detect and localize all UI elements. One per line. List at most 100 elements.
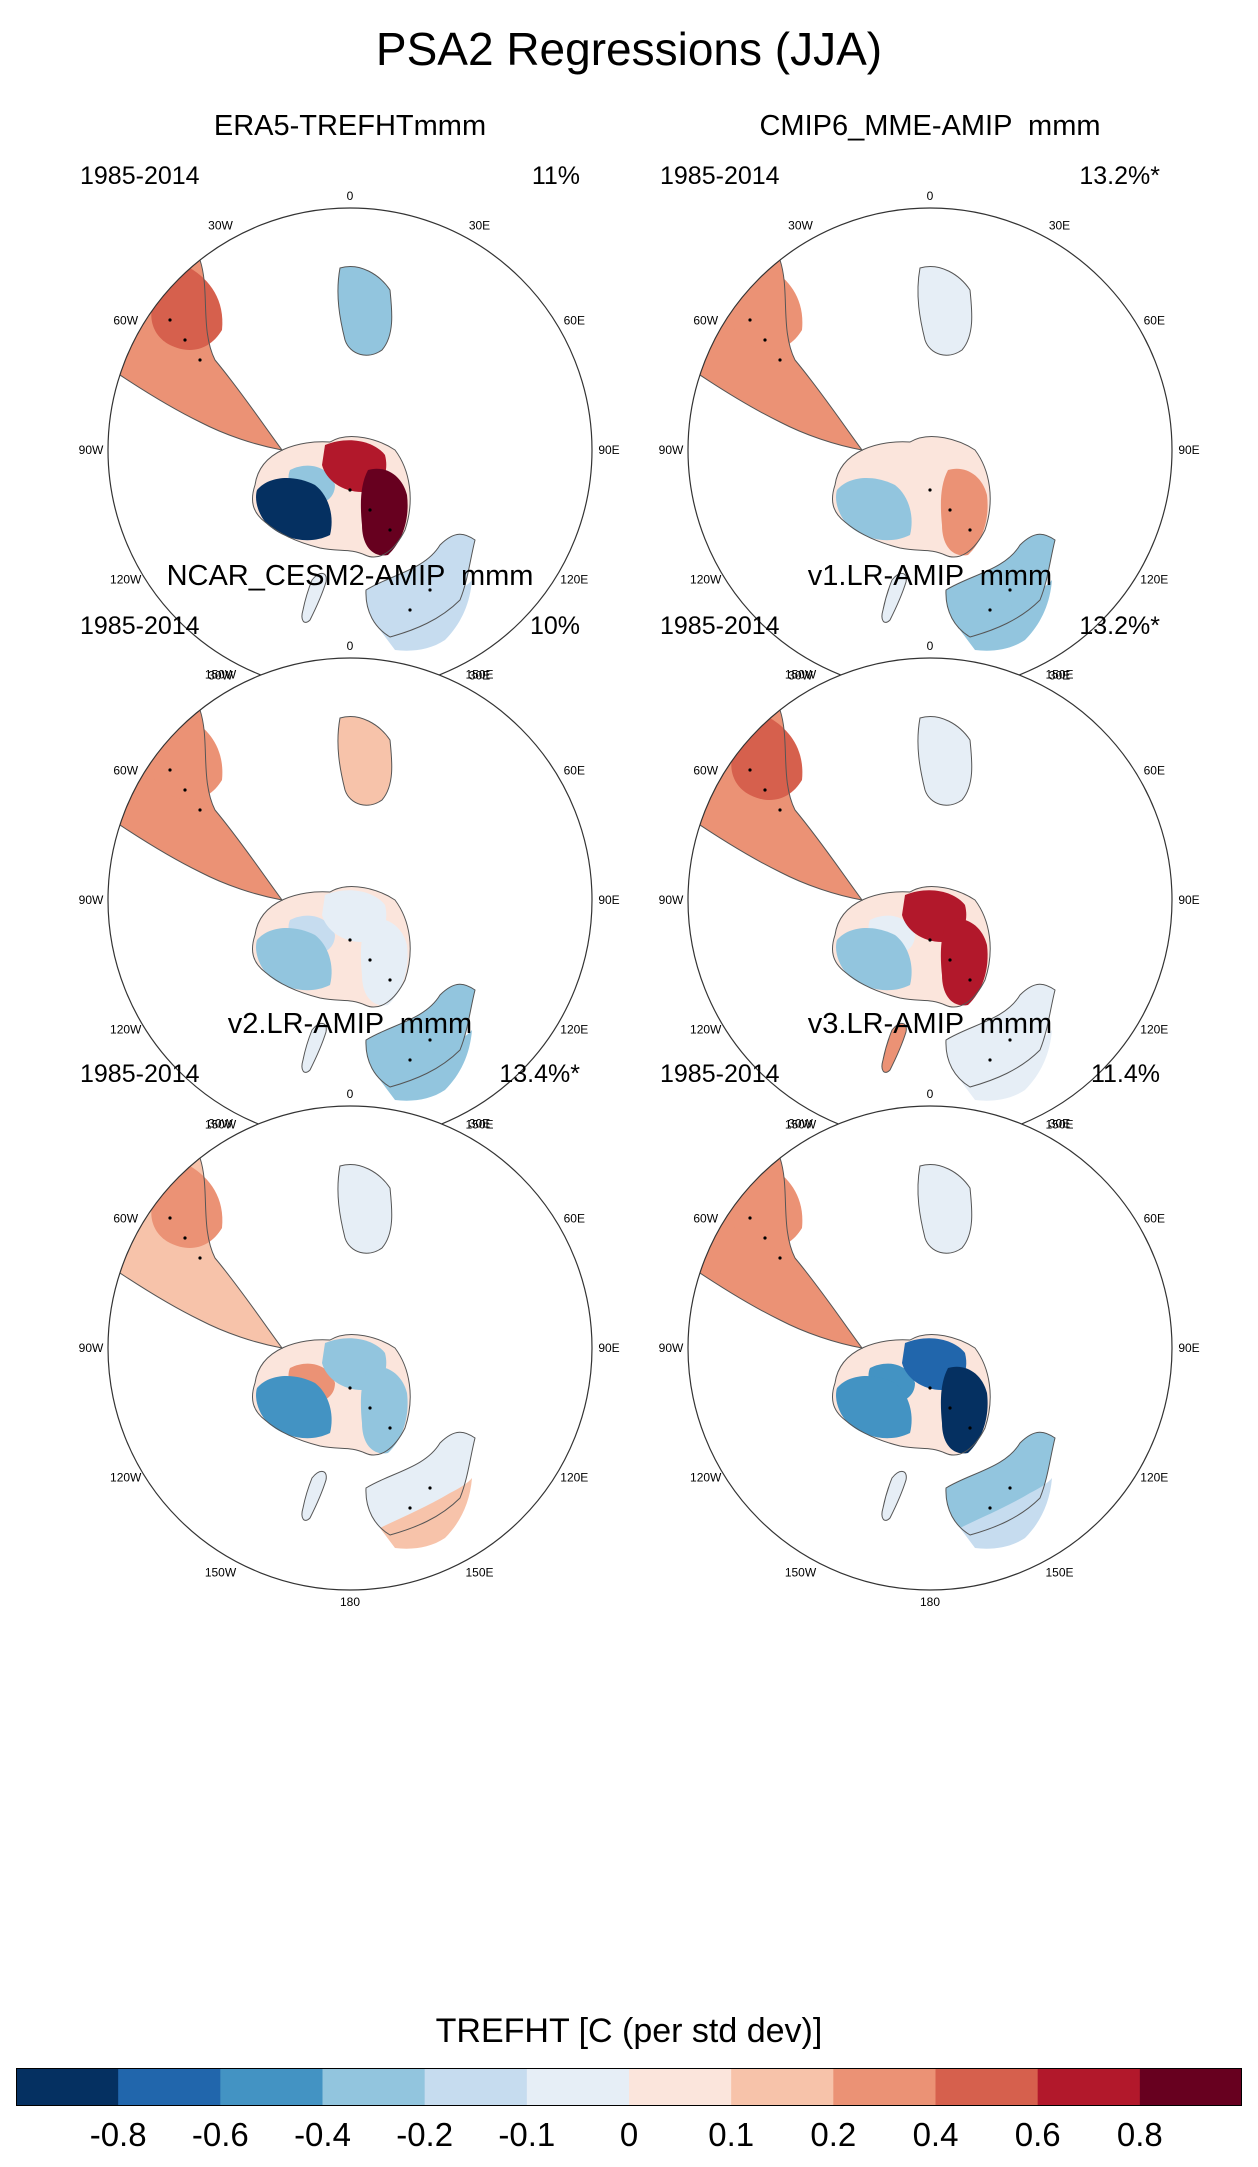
figure-title: PSA2 Regressions (JJA): [375, 23, 883, 75]
significance-dot: [948, 958, 952, 962]
longitude-label: 60E: [564, 764, 585, 778]
significance-dot: [778, 358, 782, 362]
map-panel: ERA5-TREFHTmmm 1985-2014 11% 0 30E 60E 90E 120E…: [50, 110, 650, 730]
region-aus-w: [945, 534, 1055, 637]
longitude-label: 60E: [1144, 314, 1165, 328]
panel-percent: 10%: [529, 612, 580, 640]
region-nz: [301, 1023, 327, 1073]
significance-dot: [928, 488, 932, 492]
region-ea-e: [360, 918, 408, 1006]
region-aus-w: [945, 1432, 1055, 1535]
longitude-label: 180: [340, 1595, 360, 1609]
colorbar-tick-label: -0.4: [294, 2116, 351, 2153]
longitude-label: 90E: [1178, 1341, 1199, 1355]
region-wa-coast: [836, 1376, 912, 1439]
coastline-aus-w: [365, 1431, 476, 1536]
longitude-label: 30W: [208, 669, 233, 683]
significance-dot: [408, 1058, 412, 1062]
coastline-nz: [301, 1023, 327, 1073]
longitude-label: 150E: [465, 1565, 493, 1579]
significance-dot: [748, 768, 752, 772]
longitude-label: 120E: [560, 573, 588, 587]
map-panel: CMIP6_MME-AMIP mmm 1985-2014 13.2%* 0 30E 60E…: [630, 110, 1230, 730]
panel-percent: 11%: [531, 162, 580, 190]
significance-dot: [183, 338, 187, 342]
significance-dot: [348, 488, 352, 492]
panel-period: 1985-2014: [80, 1060, 200, 1088]
longitude-label: 90E: [598, 443, 619, 457]
longitude-label: 90W: [79, 1341, 104, 1355]
longitude-label: 150W: [205, 1565, 237, 1579]
longitude-label: 30E: [469, 219, 490, 233]
region-ea-e: [360, 1366, 408, 1454]
panel-percent: 13.4%*: [499, 1060, 580, 1088]
coastline-africa: [337, 1164, 393, 1254]
panel-title: v2.LR-AMIP mmm: [227, 1008, 473, 1040]
longitude-label: 120E: [560, 1471, 588, 1485]
longitude-label: 30E: [1049, 669, 1070, 683]
coastline-aus-w: [365, 983, 476, 1088]
longitude-label: 90W: [659, 1341, 684, 1355]
longitude-label: 30E: [1049, 1117, 1070, 1131]
longitude-label: 120W: [110, 573, 142, 587]
region-nz: [301, 1471, 327, 1521]
significance-dot: [763, 338, 767, 342]
region-africa: [917, 1164, 972, 1254]
longitude-label: 0: [347, 1087, 354, 1101]
longitude-label: 150E: [1045, 1117, 1073, 1131]
coastline-africa: [917, 266, 973, 356]
colorbar-swatch: [322, 2068, 426, 2106]
significance-dot: [988, 1058, 992, 1062]
longitude-label: 150W: [785, 1117, 817, 1131]
longitude-label: 60E: [564, 314, 585, 328]
coastline-nz: [881, 1471, 907, 1521]
coastline-ant: [832, 1334, 991, 1456]
panel-title: v1.LR-AMIP mmm: [807, 560, 1053, 592]
panel-period: 1985-2014: [80, 612, 200, 640]
longitude-label: 60W: [113, 1212, 138, 1226]
significance-dot: [748, 318, 752, 322]
map-panel: v2.LR-AMIP mmm 1985-2014 13.4%* 0 30E 60E 90E 1…: [50, 1008, 650, 1628]
coastline-aus-w: [945, 533, 1056, 638]
longitude-label: 60E: [1144, 1212, 1165, 1226]
longitude-label: 120E: [1140, 1471, 1168, 1485]
significance-dot: [968, 1426, 972, 1430]
colorbar-tick-label: -0.6: [191, 2116, 249, 2153]
colorbar-swatch: [424, 2068, 528, 2106]
panel-period: 1985-2014: [660, 162, 780, 190]
coastline-aus-w: [365, 533, 476, 638]
panel-period: 1985-2014: [80, 162, 200, 190]
longitude-label: 120W: [110, 1471, 142, 1485]
longitude-label: 60E: [1144, 764, 1165, 778]
longitude-label: 90W: [79, 443, 104, 457]
significance-dot: [428, 1486, 432, 1490]
colorbar-tick-label: 0.8: [1116, 2116, 1163, 2153]
panel-percent: 13.2%*: [1079, 162, 1160, 190]
significance-dot: [763, 788, 767, 792]
longitude-label: 150E: [1045, 1565, 1073, 1579]
coastline-africa: [337, 266, 393, 356]
coastline-nz: [301, 573, 327, 623]
significance-dot: [348, 1386, 352, 1390]
map-panel: v3.LR-AMIP mmm 1985-2014 11.4% 0 30E 60E 90E 12…: [630, 1008, 1230, 1628]
significance-dot: [168, 768, 172, 772]
region-aus-w: [365, 984, 475, 1087]
significance-dot: [1008, 1486, 1012, 1490]
significance-dot: [388, 1426, 392, 1430]
longitude-label: 150E: [465, 667, 493, 681]
longitude-label: 90E: [1178, 443, 1199, 457]
coastline-ant: [252, 1334, 411, 1456]
longitude-label: 0: [927, 189, 934, 203]
coastline-africa: [337, 716, 393, 806]
region-africa: [917, 266, 972, 356]
significance-dot: [428, 588, 432, 592]
coastline-ant: [252, 436, 411, 558]
significance-dot: [948, 1406, 952, 1410]
colorbar-swatch: [833, 2068, 936, 2106]
colorbar-swatch: [935, 2068, 1039, 2106]
coastline-ant: [832, 436, 991, 558]
panel-percent: 11.4%: [1090, 1060, 1160, 1088]
longitude-label: 90E: [1178, 893, 1199, 907]
